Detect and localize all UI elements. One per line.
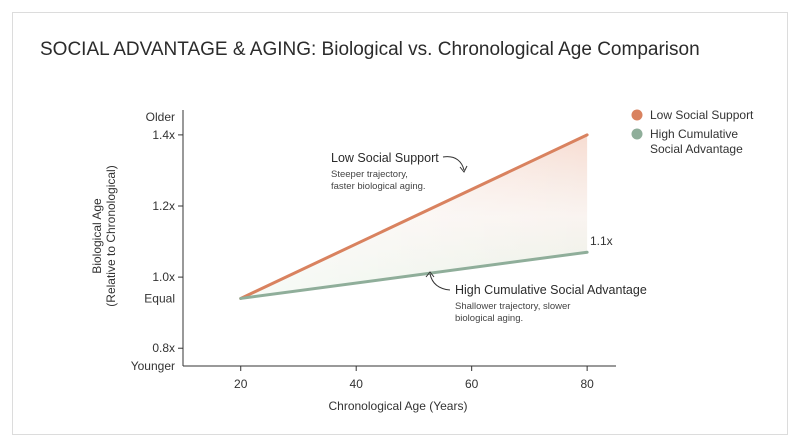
legend-marker-low bbox=[631, 109, 643, 121]
annotation-high-line2: biological aging. bbox=[455, 313, 523, 324]
annotation-low-support: Low Social Support Steeper trajectory, f… bbox=[331, 151, 468, 192]
legend-label-high-line1: High Cumulative bbox=[650, 127, 738, 141]
y-category-label: Older bbox=[146, 110, 175, 124]
legend: Low Social Support High Cumulative Socia… bbox=[631, 108, 754, 156]
x-tick-label: 60 bbox=[465, 377, 479, 391]
annotation-high-arrowhead bbox=[425, 271, 435, 278]
x-axis-label: Chronological Age (Years) bbox=[329, 399, 468, 413]
plot-area: 20 40 60 80 1.4x 1.2x 1.0x 0.8x Older Equal Young… bbox=[131, 110, 616, 391]
annotation-high-advantage: High Cumulative Social Advantage Shallow… bbox=[425, 271, 647, 324]
legend-label-high-line2: Social Advantage bbox=[650, 142, 743, 156]
end-value-label: 1.1x bbox=[590, 234, 613, 248]
legend-marker-high bbox=[631, 128, 643, 140]
annotation-low-line2: faster biological aging. bbox=[331, 181, 426, 192]
annotation-low-heading: Low Social Support bbox=[331, 151, 439, 165]
series-line-high-advantage bbox=[239, 250, 589, 300]
annotation-low-line1: Steeper trajectory, bbox=[331, 169, 408, 180]
y-axis-label-line2: (Relative to Chronological) bbox=[104, 165, 118, 306]
x-tick-group: 20 40 60 80 bbox=[234, 366, 594, 391]
x-tick-label: 40 bbox=[350, 377, 364, 391]
series-line-low-support bbox=[239, 133, 589, 300]
annotation-high-arrow bbox=[429, 273, 451, 291]
y-tick-label: 1.2x bbox=[152, 199, 175, 213]
y-tick-label: 0.8x bbox=[152, 341, 175, 355]
annotation-low-arrow bbox=[442, 156, 465, 171]
x-tick-label: 80 bbox=[580, 377, 594, 391]
y-axis-label: Biological Age (Relative to Chronologica… bbox=[90, 165, 118, 306]
y-tick-label: 1.0x bbox=[152, 270, 175, 284]
y-tick-group: 1.4x 1.2x 1.0x 0.8x Older Equal Younger bbox=[131, 110, 183, 373]
x-tick-label: 20 bbox=[234, 377, 248, 391]
y-tick-label: 1.4x bbox=[152, 128, 175, 142]
y-category-label: Younger bbox=[131, 359, 175, 373]
chart-title: SOCIAL ADVANTAGE & AGING: Biological vs.… bbox=[40, 39, 700, 60]
legend-label-low: Low Social Support bbox=[650, 108, 754, 122]
annotation-low-arrowhead bbox=[459, 165, 468, 173]
series-group bbox=[239, 133, 589, 300]
y-category-label: Equal bbox=[144, 291, 175, 305]
annotation-high-line1: Shallower trajectory, slower bbox=[455, 301, 570, 312]
annotation-high-heading: High Cumulative Social Advantage bbox=[455, 283, 647, 297]
y-axis-label-line1: Biological Age bbox=[90, 198, 104, 274]
